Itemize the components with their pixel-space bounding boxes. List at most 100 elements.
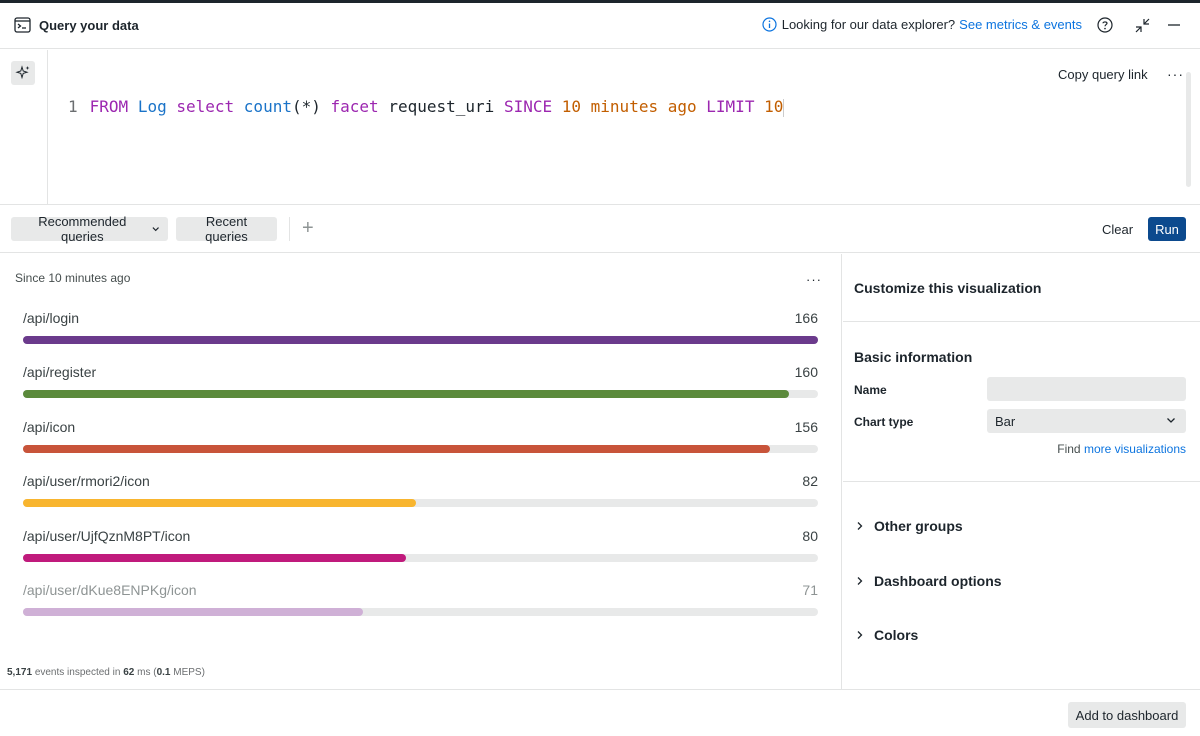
chevron-right-icon bbox=[857, 577, 863, 585]
bar-label: /api/login bbox=[23, 310, 80, 326]
recommended-queries-label: Recommended queries bbox=[38, 214, 127, 244]
bar-fill bbox=[23, 608, 363, 616]
chevron-right-icon bbox=[857, 631, 863, 639]
section-label: Colors bbox=[874, 627, 919, 643]
sparkle-icon bbox=[15, 65, 30, 80]
toolbar-divider bbox=[289, 217, 290, 241]
bar-row[interactable]: /api/icon 156 bbox=[23, 419, 818, 459]
minimize-icon[interactable] bbox=[1167, 18, 1181, 32]
bar-fill bbox=[23, 554, 406, 562]
token-limit: LIMIT bbox=[706, 97, 755, 116]
customize-panel: Customize this visualization Basic infor… bbox=[843, 254, 1200, 689]
token-from: FROM bbox=[89, 97, 129, 116]
bar-track bbox=[23, 554, 818, 562]
bar-row[interactable]: /api/login 166 bbox=[23, 310, 818, 350]
token-minutes: minutes bbox=[590, 97, 659, 116]
bar-track bbox=[23, 445, 818, 453]
other-groups-section[interactable]: Other groups bbox=[854, 518, 963, 534]
meps-value: 0.1 bbox=[156, 667, 171, 678]
bar-row[interactable]: /api/user/UjfQznM8PT/icon 80 bbox=[23, 528, 818, 568]
bar-fill bbox=[23, 499, 416, 507]
bar-label: /api/user/UjfQznM8PT/icon bbox=[23, 528, 191, 544]
chevron-down-icon bbox=[1167, 418, 1175, 423]
name-label: Name bbox=[854, 383, 887, 397]
editor-scrollbar[interactable] bbox=[1186, 72, 1191, 187]
add-query-button[interactable]: + bbox=[302, 217, 314, 239]
bar-row[interactable]: /api/user/rmori2/icon 82 bbox=[23, 473, 818, 513]
bar-value: 160 bbox=[794, 364, 818, 380]
editor-more-menu[interactable]: ··· bbox=[1167, 66, 1184, 82]
more-visualizations-link[interactable]: more visualizations bbox=[1083, 442, 1186, 456]
meps-text: MEPS) bbox=[173, 667, 205, 678]
bar-label: /api/user/dKue8ENPKg/icon bbox=[23, 582, 197, 598]
token-fn: count bbox=[243, 97, 292, 116]
token-since: SINCE bbox=[503, 97, 553, 116]
bar-track bbox=[23, 390, 818, 398]
bar-fill bbox=[23, 445, 770, 453]
bar-value: 82 bbox=[802, 473, 818, 489]
bar-fill bbox=[23, 336, 818, 344]
chevron-right-icon bbox=[857, 522, 863, 530]
events-count: 5,171 bbox=[7, 667, 33, 678]
text-cursor bbox=[783, 98, 785, 117]
bar-row[interactable]: /api/register 160 bbox=[23, 364, 818, 404]
token-ago: ago bbox=[667, 97, 697, 116]
chart-type-value: Bar bbox=[995, 413, 1016, 429]
token-select: select bbox=[176, 97, 235, 116]
bar-label: /api/user/rmori2/icon bbox=[23, 473, 150, 489]
help-icon[interactable] bbox=[1097, 17, 1113, 33]
token-attr: request_uri bbox=[388, 97, 495, 116]
add-to-dashboard-button[interactable]: Add to dashboard bbox=[1068, 702, 1186, 728]
find-visualizations: Find more visualizations bbox=[1057, 442, 1186, 456]
query-toolbar: Recommended queries Recent queries + Cle… bbox=[0, 205, 1200, 253]
chart-type-select[interactable]: Bar bbox=[987, 409, 1186, 433]
page-title: Query your data bbox=[39, 18, 139, 33]
editor-gutter bbox=[0, 50, 48, 205]
chevron-down-icon bbox=[152, 227, 159, 232]
bar-track bbox=[23, 608, 818, 616]
dashboard-options-section[interactable]: Dashboard options bbox=[854, 573, 1002, 589]
bar-row[interactable]: /api/user/dKue8ENPKg/icon 71 bbox=[23, 582, 818, 622]
collapse-icon[interactable] bbox=[1135, 18, 1150, 33]
line-number: 1 bbox=[68, 97, 78, 116]
find-text: Find bbox=[1057, 442, 1081, 456]
nrql-query-input[interactable]: 1 FROM Log select count(*) facet request_… bbox=[68, 97, 785, 117]
section-label: Other groups bbox=[874, 518, 963, 534]
token-since-num: 10 bbox=[561, 97, 582, 116]
chart-panel: Since 10 minutes ago ··· /api/login 166/a… bbox=[0, 254, 842, 689]
info-icon bbox=[762, 17, 777, 32]
bar-track bbox=[23, 499, 818, 507]
bar-value: 156 bbox=[794, 419, 818, 435]
clear-button[interactable]: Clear bbox=[1102, 222, 1134, 237]
query-header: Query your data Looking for our data exp… bbox=[0, 3, 1200, 49]
ms-value: 62 bbox=[123, 667, 135, 678]
customize-divider-2 bbox=[843, 481, 1200, 482]
recent-queries-button[interactable]: Recent queries bbox=[176, 214, 277, 244]
events-text: events inspected in bbox=[34, 667, 121, 678]
footer: Add to dashboard bbox=[0, 689, 1200, 736]
basic-info-heading: Basic information bbox=[854, 349, 973, 365]
chart-type-label: Chart type bbox=[854, 415, 914, 429]
time-range-label: Since 10 minutes ago bbox=[15, 271, 131, 285]
recommended-queries-dropdown[interactable]: Recommended queries bbox=[11, 214, 168, 244]
info-text: Looking for our data explorer? bbox=[781, 17, 956, 32]
bar-fill bbox=[23, 390, 789, 398]
token-event: Log bbox=[137, 97, 167, 116]
ai-assist-button[interactable] bbox=[11, 61, 35, 85]
ms-text: ms ( bbox=[137, 667, 157, 678]
chart-more-menu[interactable]: ··· bbox=[806, 272, 822, 287]
bar-label: /api/icon bbox=[23, 419, 76, 435]
copy-query-link-button[interactable]: Copy query link bbox=[1058, 67, 1148, 82]
bar-track bbox=[23, 336, 818, 344]
customize-divider bbox=[843, 321, 1200, 322]
colors-section[interactable]: Colors bbox=[854, 627, 918, 643]
see-metrics-link[interactable]: See metrics & events bbox=[959, 17, 1082, 32]
section-label: Dashboard options bbox=[874, 573, 1002, 589]
customize-scrollbar[interactable] bbox=[1193, 254, 1198, 689]
name-input[interactable] bbox=[987, 377, 1186, 401]
window-top-border bbox=[0, 0, 1200, 3]
token-limit-num: 10 bbox=[764, 97, 784, 116]
run-button[interactable]: Run bbox=[1148, 217, 1186, 241]
customize-title: Customize this visualization bbox=[854, 280, 1042, 296]
token-args: (*) bbox=[291, 97, 321, 116]
